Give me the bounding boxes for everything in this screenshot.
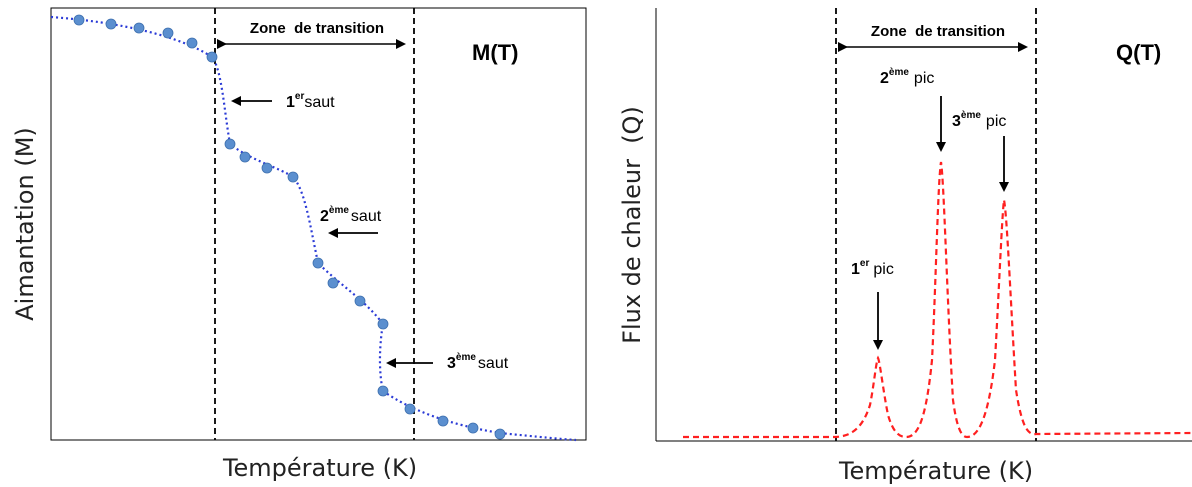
- left-x-axis-title: Température (K): [222, 454, 417, 482]
- jump-3-label: 3ème saut: [447, 352, 509, 372]
- data-point: [240, 152, 250, 162]
- jump-2-label: 2ème saut: [320, 205, 382, 225]
- peak-3-word: pic: [986, 113, 1006, 130]
- data-point: [225, 139, 235, 149]
- data-point: [378, 319, 388, 329]
- data-point: [328, 278, 338, 288]
- data-point: [106, 19, 116, 29]
- peak-3-number: 3: [952, 113, 961, 130]
- jump-2-word: saut: [351, 208, 382, 225]
- right-y-axis-title: Flux de chaleur (Q): [618, 106, 646, 344]
- jump-2-superscript: ème: [329, 205, 349, 216]
- jump-1-superscript: er: [295, 91, 305, 102]
- jump-1-word: saut: [304, 94, 335, 111]
- data-point: [438, 416, 448, 426]
- left-panel: Zone de transition M(T): [11, 8, 586, 482]
- peak-3-superscript: ème: [961, 110, 981, 121]
- data-point: [355, 296, 365, 306]
- right-x-axis-title: Température (K): [838, 457, 1033, 485]
- left-chart-title: M(T): [472, 40, 518, 65]
- peak-2-number: 2: [880, 70, 889, 87]
- data-point: [187, 38, 197, 48]
- data-point: [262, 163, 272, 173]
- jump-3-superscript: ème: [456, 352, 476, 363]
- jump-3-word: saut: [478, 355, 509, 372]
- peak-1-number: 1: [851, 261, 860, 278]
- left-zone-label: Zone de transition: [250, 20, 384, 37]
- data-point: [288, 172, 298, 182]
- data-point: [163, 28, 173, 38]
- data-point: [134, 23, 144, 33]
- jump-1-number: 1: [286, 94, 295, 111]
- data-point: [495, 429, 505, 439]
- data-point: [468, 423, 478, 433]
- peak-1-label: 1er pic: [851, 258, 894, 278]
- left-plot-frame: [51, 8, 586, 440]
- magnetization-curve: [51, 17, 576, 440]
- peak-2-word: pic: [914, 70, 934, 87]
- right-chart-title: Q(T): [1116, 40, 1161, 65]
- data-point: [378, 386, 388, 396]
- data-point: [405, 404, 415, 414]
- data-point: [74, 15, 84, 25]
- jump-1-label: 1ersaut: [286, 91, 335, 111]
- data-point: [207, 52, 217, 62]
- right-zone-label: Zone de transition: [871, 23, 1005, 40]
- right-panel: Zone de transition Q(T) 1er pic 2ème pic 3…: [618, 8, 1192, 485]
- data-point: [313, 258, 323, 268]
- peak-1-superscript: er: [860, 258, 870, 269]
- jump-2-number: 2: [320, 208, 329, 225]
- peak-2-superscript: ème: [889, 67, 909, 78]
- heat-flow-curve: [683, 162, 1192, 437]
- peak-1-word: pic: [873, 261, 893, 278]
- jump-3-number: 3: [447, 355, 456, 372]
- peak-3-label: 3ème pic: [952, 110, 1006, 130]
- peak-2-label: 2ème pic: [880, 67, 934, 87]
- magnetization-markers: [74, 15, 505, 439]
- left-y-axis-title: Aimantation (M): [11, 127, 39, 321]
